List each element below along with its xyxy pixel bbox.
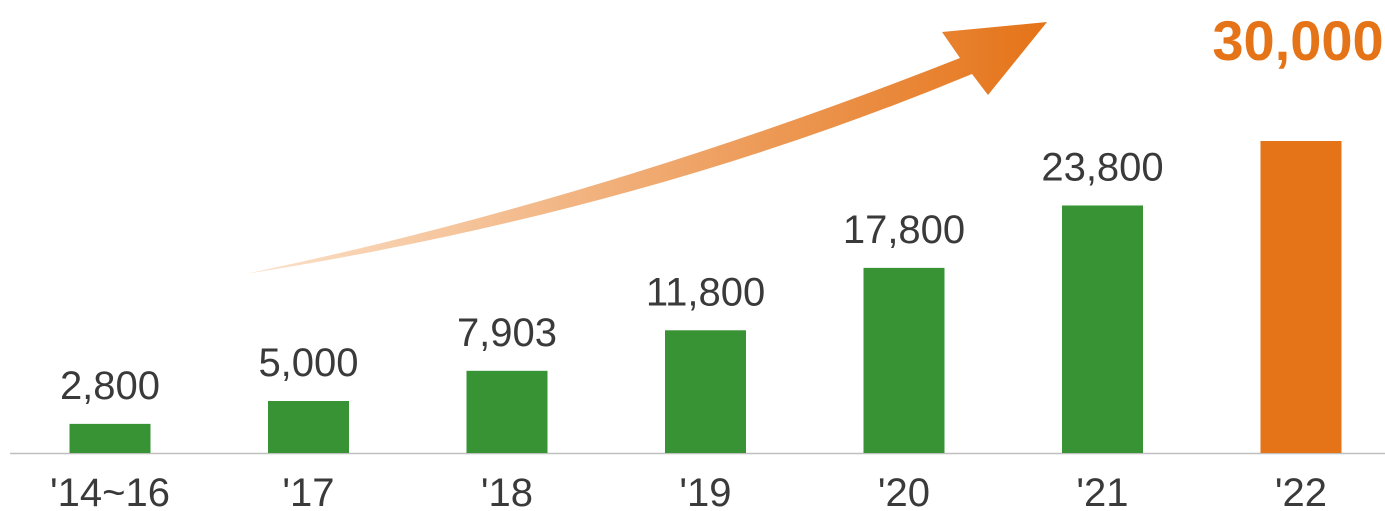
- bar-2: [466, 370, 548, 453]
- x-tick-labels-group: '14~16 '17 '18 '19 '20 '21 '22: [50, 471, 1327, 511]
- value-label-5: 23,800: [1041, 145, 1163, 189]
- bar-4: [863, 267, 945, 453]
- value-labels-group: 2,800 5,000 7,903 11,800 17,800 23,800 30,000: [60, 9, 1384, 408]
- growth-arrow-shape: [245, 22, 1047, 274]
- bar-5: [1062, 205, 1143, 453]
- x-tick-label-2: '18: [481, 471, 533, 511]
- value-label-2: 7,903: [457, 311, 557, 355]
- value-label-1: 5,000: [258, 341, 358, 385]
- bar-1: [268, 401, 349, 453]
- bar-6: [1260, 141, 1342, 453]
- x-tick-label-5: '21: [1076, 471, 1128, 511]
- x-tick-label-0: '14~16: [50, 471, 170, 511]
- x-tick-label-6: '22: [1275, 471, 1327, 511]
- x-tick-label-4: '20: [878, 471, 930, 511]
- value-label-4: 17,800: [843, 208, 965, 252]
- value-label-6: 30,000: [1212, 9, 1383, 72]
- bar-0: [69, 423, 151, 453]
- growth-arrow: [245, 22, 1047, 274]
- value-label-0: 2,800: [60, 364, 160, 408]
- bar-3: [665, 330, 746, 453]
- x-tick-label-3: '19: [679, 471, 731, 511]
- value-label-3: 11,800: [646, 270, 765, 314]
- x-tick-label-1: '17: [282, 471, 334, 511]
- bars-group: [69, 141, 1342, 453]
